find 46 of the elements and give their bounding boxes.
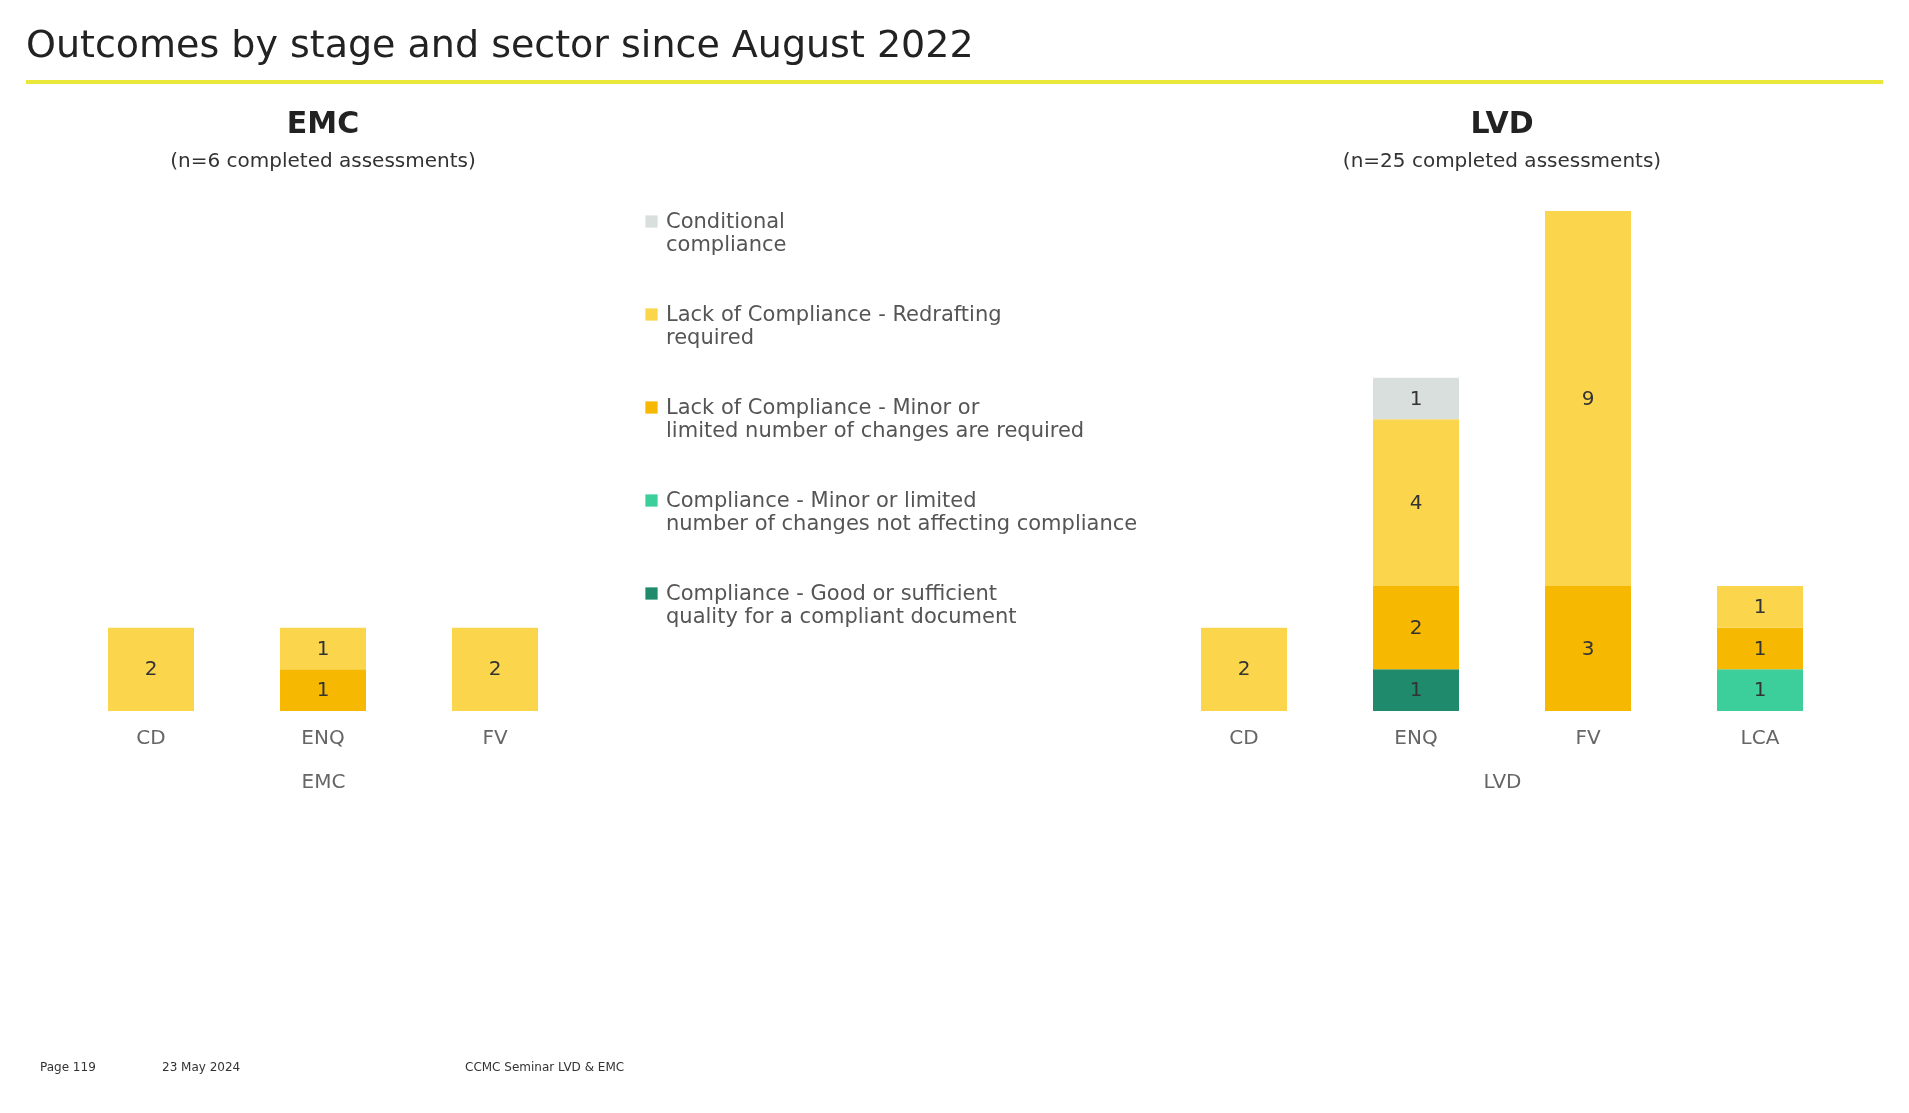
data-label: 1	[1409, 385, 1423, 410]
data-label: 1	[1753, 635, 1767, 660]
chart-title: LVD	[1470, 105, 1534, 140]
legend-label: Compliance - Minor or limited number of changes not affecting compliance	[666, 487, 1138, 535]
x-tick-label: ENQ	[301, 724, 345, 749]
bar	[1201, 627, 1287, 711]
bar	[1545, 211, 1631, 586]
x-axis-title: EMC	[301, 768, 346, 793]
data-label: 1	[1409, 677, 1423, 702]
data-label: 2	[1237, 656, 1251, 681]
bar	[1717, 586, 1803, 628]
x-tick-label: FV	[1575, 724, 1601, 749]
data-label: 1	[1753, 677, 1767, 702]
bar	[1373, 419, 1459, 586]
bar	[1373, 377, 1459, 420]
x-tick-label: FV	[482, 724, 508, 749]
bar	[1717, 669, 1803, 711]
text: CCMC Seminar LVD & EMC	[465, 1060, 625, 1074]
data-label: 1	[316, 635, 330, 660]
chart-title: EMC	[286, 105, 360, 140]
x-tick-label: ENQ	[1394, 724, 1438, 749]
bar	[1373, 669, 1459, 711]
data-label: 4	[1409, 489, 1423, 514]
data-label: 2	[1409, 614, 1423, 639]
legend-label: Lack of Compliance - Redrafting required	[666, 301, 1002, 349]
text: 23 May 2024	[162, 1060, 241, 1074]
x-axis-title: LVD	[1483, 768, 1522, 793]
bar	[1373, 586, 1459, 670]
data-label: 9	[1581, 385, 1595, 410]
x-tick-label: CD	[1229, 724, 1259, 749]
text: Outcomes by stage and sector since August 2022	[25, 21, 975, 68]
data-label: 2	[488, 656, 502, 681]
x-tick-label: CD	[136, 724, 166, 749]
data-label: 1	[316, 677, 330, 702]
bar	[1545, 586, 1631, 711]
text: Page 119	[40, 1060, 96, 1074]
bar	[1717, 627, 1803, 670]
legend-label: Compliance - Good or sufficient quality for a compliant document	[666, 580, 1017, 628]
data-label: 1	[1753, 593, 1767, 618]
legend-label: Conditional compliance	[666, 208, 787, 256]
legend-label: Lack of Compliance - Minor or limited number of changes are required	[666, 394, 1085, 442]
data-label: 3	[1581, 635, 1595, 660]
chart-subtitle: (n=25 completed assessments)	[1342, 148, 1662, 172]
chart-subtitle: (n=6 completed assessments)	[170, 148, 476, 172]
data-label: 2	[144, 656, 158, 681]
x-tick-label: LCA	[1740, 724, 1780, 749]
